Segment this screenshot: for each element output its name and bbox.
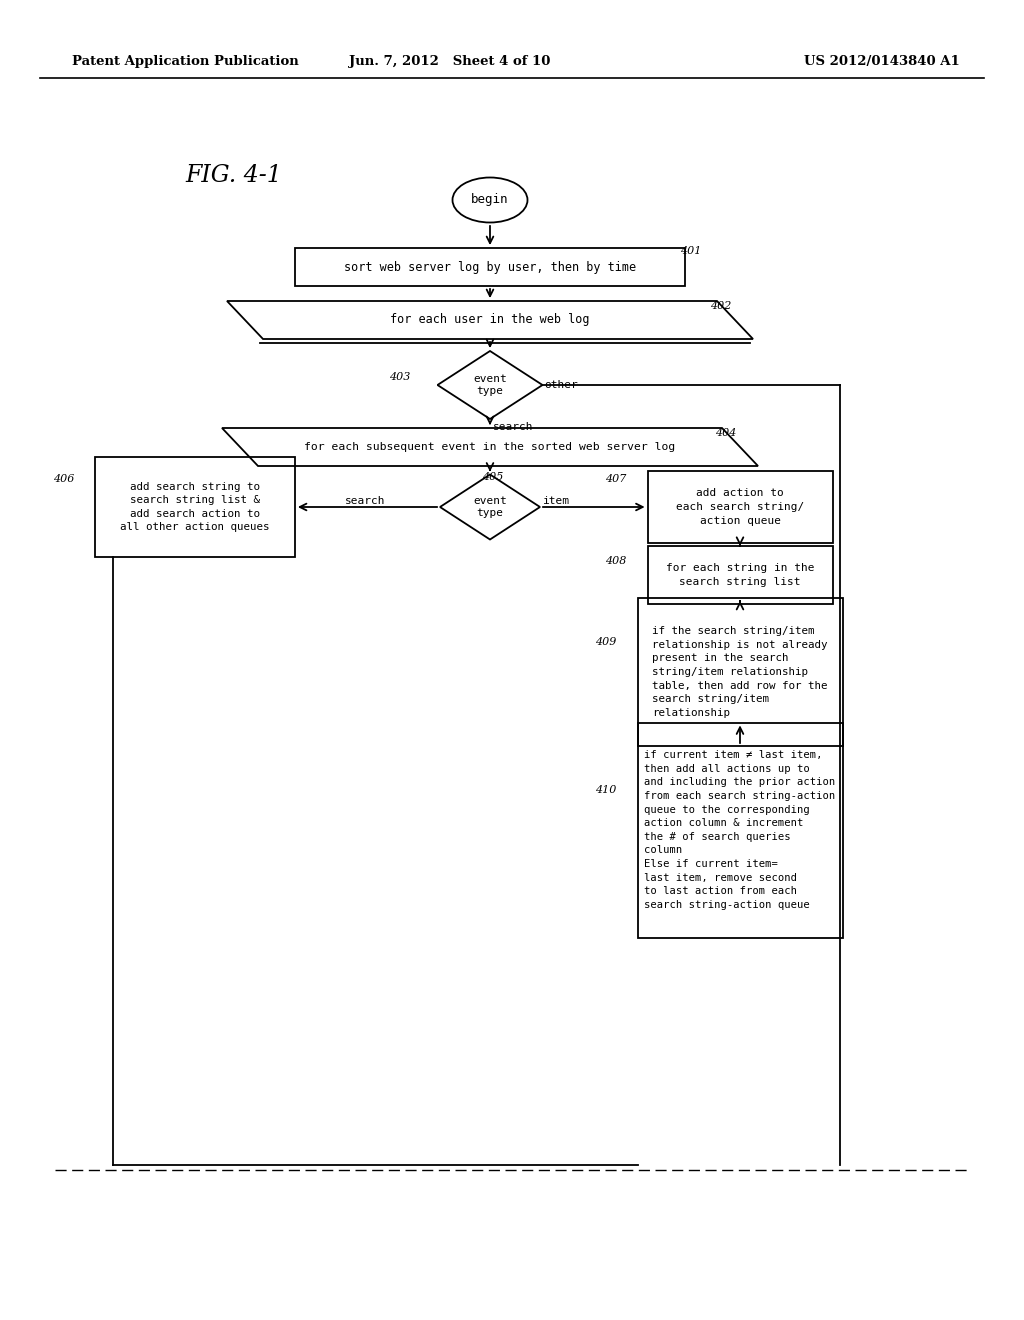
Text: US 2012/0143840 A1: US 2012/0143840 A1 [804,55,961,69]
Text: 403: 403 [389,372,411,381]
Text: event
type: event type [473,496,507,519]
Text: 407: 407 [605,474,627,484]
Bar [647,546,833,605]
Text: Patent Application Publication: Patent Application Publication [72,55,299,69]
Text: for each subsequent event in the sorted web server log: for each subsequent event in the sorted … [304,442,676,451]
Text: add search string to
search string list &
add search action to
all other action : add search string to search string list … [120,482,269,532]
Text: 404: 404 [715,428,736,438]
Bar [295,248,685,286]
Text: for each string in the
search string list: for each string in the search string lis… [666,564,814,587]
Text: 410: 410 [596,785,616,795]
Text: event
type: event type [473,374,507,396]
Bar [95,457,295,557]
Text: 402: 402 [710,301,731,312]
Bar [638,722,843,937]
Text: FIG. 4-1: FIG. 4-1 [185,164,282,186]
Text: sort web server log by user, then by time: sort web server log by user, then by tim… [344,260,636,273]
Text: for each user in the web log: for each user in the web log [390,314,590,326]
Text: item: item [543,496,570,506]
Bar [638,598,843,746]
Text: if the search string/item
relationship is not already
present in the search
stri: if the search string/item relationship i… [652,626,827,718]
Text: 405: 405 [482,473,504,482]
Text: 406: 406 [53,474,75,484]
Bar [647,471,833,543]
Text: 408: 408 [605,556,627,566]
Text: other: other [545,380,579,389]
Text: if current item ≠ last item,
then add all actions up to
and including the prior : if current item ≠ last item, then add al… [644,750,836,909]
Text: Jun. 7, 2012   Sheet 4 of 10: Jun. 7, 2012 Sheet 4 of 10 [349,55,551,69]
Text: search: search [344,496,385,506]
Text: begin: begin [471,194,509,206]
Text: 401: 401 [680,246,701,256]
Text: 409: 409 [596,638,616,647]
Text: search: search [493,422,534,432]
Text: add action to
each search string/
action queue: add action to each search string/ action… [676,488,804,525]
